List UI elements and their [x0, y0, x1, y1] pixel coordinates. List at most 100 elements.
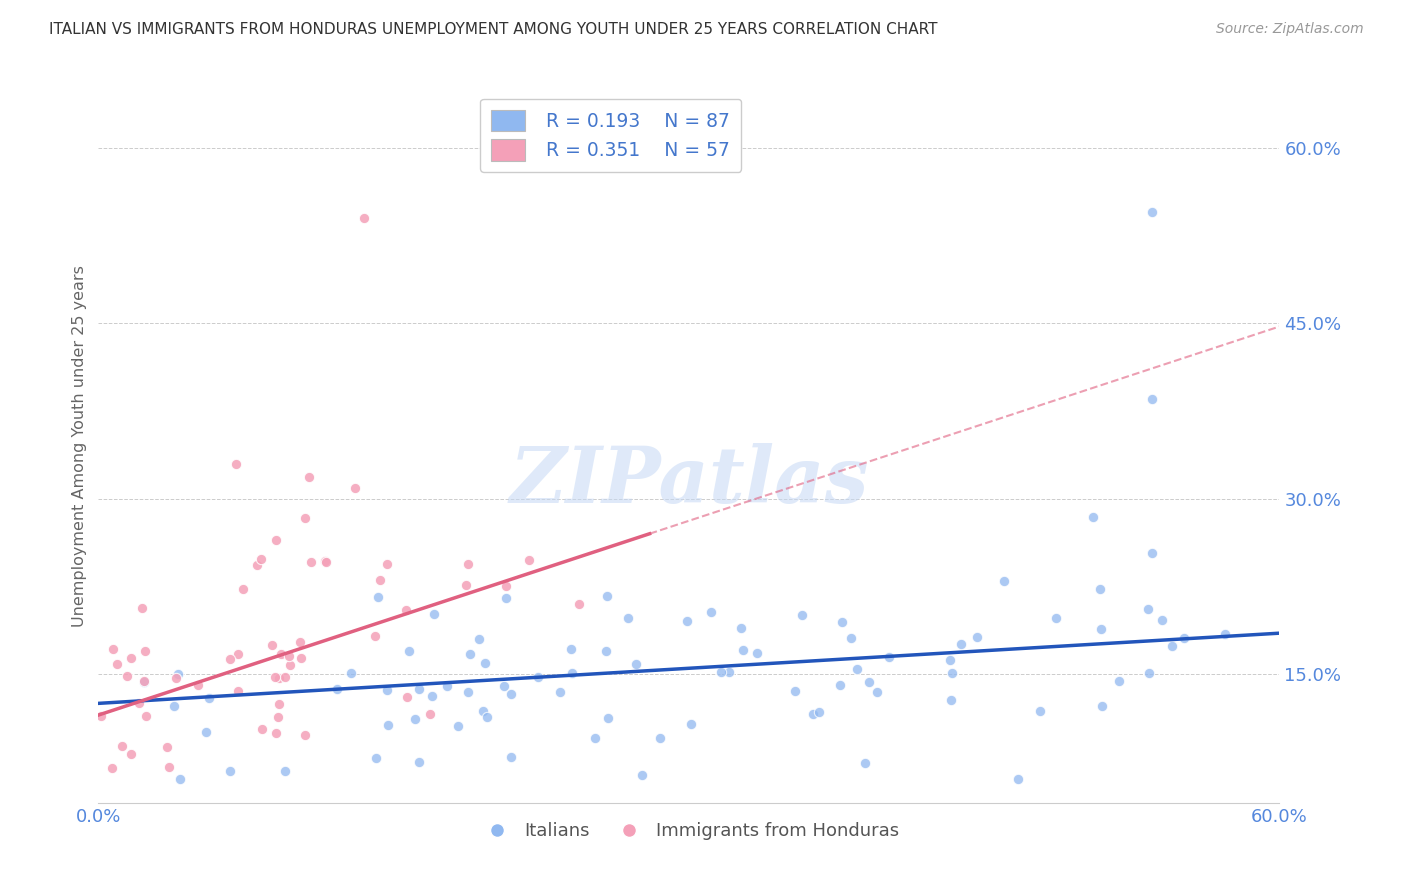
Point [353, 211, 375, 225]
Point [232, 582, 254, 596]
Point [419, 706, 441, 721]
Point [326, 682, 349, 697]
Point [1007, 772, 1029, 787]
Point [648, 731, 671, 745]
Point [157, 760, 180, 774]
Point [595, 644, 617, 658]
Point [134, 644, 156, 658]
Point [298, 470, 321, 484]
Point [195, 725, 218, 739]
Point [699, 605, 721, 619]
Point [117, 669, 139, 683]
Point [228, 684, 250, 698]
Point [517, 553, 540, 567]
Point [1140, 546, 1163, 560]
Point [527, 670, 550, 684]
Point [1088, 582, 1111, 597]
Point [596, 589, 619, 603]
Point [408, 682, 430, 697]
Point [745, 646, 768, 660]
Point [120, 651, 142, 665]
Point [475, 710, 498, 724]
Point [288, 635, 311, 649]
Point [101, 642, 124, 657]
Point [135, 708, 157, 723]
Point [267, 710, 290, 724]
Point [375, 558, 398, 572]
Point [941, 665, 963, 680]
Point [792, 607, 814, 622]
Point [134, 674, 156, 689]
Text: ITALIAN VS IMMIGRANTS FROM HONDURAS UNEMPLOYMENT AMONG YOUTH UNDER 25 YEARS CORR: ITALIAN VS IMMIGRANTS FROM HONDURAS UNEM… [49, 22, 938, 37]
Point [436, 679, 458, 693]
Point [90, 708, 112, 723]
Point [939, 693, 962, 707]
Point [447, 719, 470, 733]
Point [167, 666, 190, 681]
Point [457, 558, 479, 572]
Point [1091, 698, 1114, 713]
Point [560, 642, 582, 657]
Point [831, 615, 853, 629]
Point [219, 764, 242, 778]
Point [198, 690, 221, 705]
Point [375, 683, 398, 698]
Point [730, 621, 752, 635]
Point [131, 601, 153, 615]
Point [1140, 205, 1163, 219]
Point [457, 685, 479, 699]
Point [299, 555, 322, 569]
Text: ZIPatlas: ZIPatlas [509, 443, 869, 520]
Point [1150, 613, 1173, 627]
Point [1108, 673, 1130, 688]
Point [807, 705, 830, 719]
Point [1136, 601, 1159, 615]
Point [340, 666, 363, 681]
Point [120, 747, 142, 762]
Point [853, 756, 876, 771]
Point [101, 761, 124, 775]
Point [245, 558, 267, 573]
Point [408, 755, 430, 769]
Point [494, 679, 516, 693]
Point [105, 657, 128, 672]
Point [315, 555, 337, 569]
Point [169, 772, 191, 787]
Point [1137, 666, 1160, 681]
Point [1029, 704, 1052, 718]
Point [681, 716, 703, 731]
Point [1140, 392, 1163, 407]
Point [710, 665, 733, 679]
Point [495, 579, 517, 593]
Point [132, 673, 155, 688]
Point [278, 657, 301, 672]
Point [225, 457, 247, 471]
Y-axis label: Unemployment Among Youth under 25 years: Unemployment Among Youth under 25 years [72, 265, 87, 627]
Point [949, 637, 972, 651]
Point [1083, 509, 1105, 524]
Point [219, 652, 242, 666]
Point [993, 574, 1015, 588]
Point [364, 629, 387, 643]
Point [260, 638, 283, 652]
Point [398, 644, 420, 658]
Point [456, 578, 478, 592]
Point [550, 684, 572, 698]
Point [404, 712, 426, 726]
Point [966, 631, 988, 645]
Point [294, 510, 316, 524]
Point [111, 739, 134, 754]
Point [274, 670, 297, 684]
Point [731, 643, 754, 657]
Point [596, 711, 619, 725]
Text: Source: ZipAtlas.com: Source: ZipAtlas.com [1216, 22, 1364, 37]
Point [801, 706, 824, 721]
Point [718, 665, 741, 679]
Point [420, 689, 443, 703]
Point [866, 685, 889, 699]
Point [364, 751, 387, 765]
Point [472, 704, 495, 718]
Point [264, 670, 287, 684]
Point [396, 690, 419, 705]
Point [187, 678, 209, 692]
